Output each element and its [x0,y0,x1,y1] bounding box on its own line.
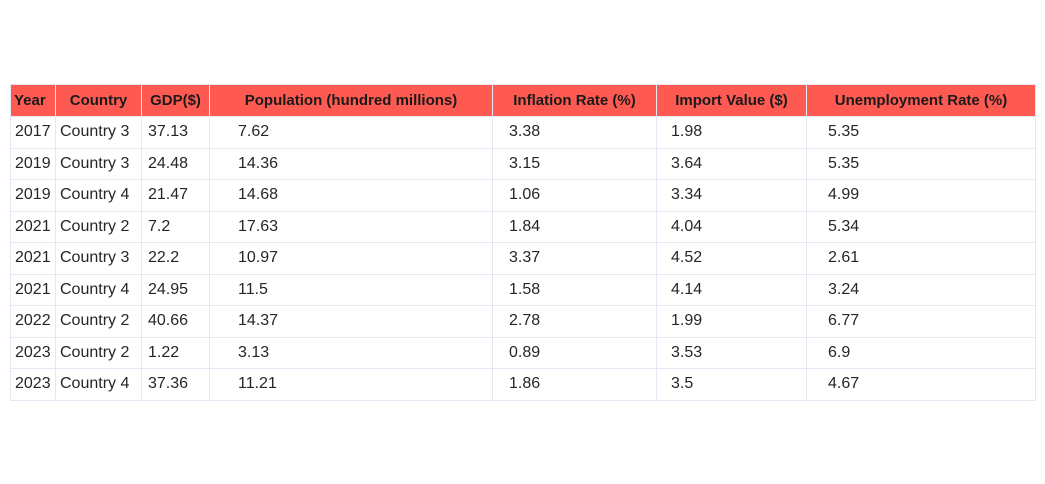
cell-inflation-rate: 1.06 [492,179,657,212]
cell-country: Country 3 [55,147,142,180]
cell-year: 2019 [10,179,56,212]
data-table: Year Country GDP($) Population (hundred … [10,84,1036,401]
cell-import-value: 3.5 [656,368,807,401]
cell-gdp: 24.48 [141,147,210,180]
cell-population: 14.36 [209,147,493,180]
cell-import-value: 4.52 [656,242,807,275]
cell-country: Country 4 [55,368,142,401]
cell-inflation-rate: 3.38 [492,116,657,149]
cell-inflation-rate: 1.84 [492,210,657,243]
cell-import-value: 1.99 [656,305,807,338]
table-body: 2017 Country 3 37.13 7.62 3.38 1.98 5.35 2019 Co… [10,116,1036,401]
cell-unemployment-rate: 6.9 [806,336,1036,369]
cell-gdp: 40.66 [141,305,210,338]
header-country: Country [55,84,142,117]
data-table-container: Year Country GDP($) Population (hundred … [10,84,1036,401]
header-import-value: Import Value ($) [656,84,807,117]
table-row: 2019 Country 3 24.48 14.36 3.15 3.64 5.35 [10,147,1036,180]
cell-gdp: 21.47 [141,179,210,212]
cell-year: 2022 [10,305,56,338]
cell-inflation-rate: 1.58 [492,273,657,306]
cell-import-value: 1.98 [656,116,807,149]
table-row: 2021 Country 4 24.95 11.5 1.58 4.14 3.24 [10,273,1036,306]
cell-year: 2019 [10,147,56,180]
cell-country: Country 2 [55,305,142,338]
cell-population: 17.63 [209,210,493,243]
cell-gdp: 37.36 [141,368,210,401]
cell-unemployment-rate: 2.61 [806,242,1036,275]
cell-population: 11.5 [209,273,493,306]
table-row: 2022 Country 2 40.66 14.37 2.78 1.99 6.77 [10,305,1036,338]
table-row: 2023 Country 2 1.22 3.13 0.89 3.53 6.9 [10,336,1036,369]
cell-gdp: 1.22 [141,336,210,369]
table-row: 2021 Country 2 7.2 17.63 1.84 4.04 5.34 [10,210,1036,243]
cell-import-value: 3.53 [656,336,807,369]
cell-inflation-rate: 1.86 [492,368,657,401]
table-row: 2021 Country 3 22.2 10.97 3.37 4.52 2.61 [10,242,1036,275]
cell-unemployment-rate: 6.77 [806,305,1036,338]
cell-year: 2023 [10,336,56,369]
cell-population: 14.37 [209,305,493,338]
cell-import-value: 4.04 [656,210,807,243]
cell-country: Country 3 [55,116,142,149]
cell-unemployment-rate: 3.24 [806,273,1036,306]
cell-inflation-rate: 3.37 [492,242,657,275]
cell-unemployment-rate: 4.99 [806,179,1036,212]
cell-unemployment-rate: 5.34 [806,210,1036,243]
cell-year: 2023 [10,368,56,401]
cell-gdp: 7.2 [141,210,210,243]
cell-inflation-rate: 3.15 [492,147,657,180]
header-population: Population (hundred millions) [209,84,493,117]
cell-population: 14.68 [209,179,493,212]
table-row: 2019 Country 4 21.47 14.68 1.06 3.34 4.99 [10,179,1036,212]
cell-population: 11.21 [209,368,493,401]
cell-country: Country 3 [55,242,142,275]
cell-inflation-rate: 0.89 [492,336,657,369]
cell-unemployment-rate: 4.67 [806,368,1036,401]
cell-year: 2021 [10,242,56,275]
cell-country: Country 4 [55,179,142,212]
cell-year: 2021 [10,210,56,243]
cell-year: 2021 [10,273,56,306]
cell-unemployment-rate: 5.35 [806,116,1036,149]
cell-import-value: 3.64 [656,147,807,180]
cell-unemployment-rate: 5.35 [806,147,1036,180]
cell-country: Country 4 [55,273,142,306]
header-unemployment-rate: Unemployment Rate (%) [806,84,1036,117]
cell-import-value: 3.34 [656,179,807,212]
cell-country: Country 2 [55,336,142,369]
cell-population: 7.62 [209,116,493,149]
cell-population: 3.13 [209,336,493,369]
table-row: 2017 Country 3 37.13 7.62 3.38 1.98 5.35 [10,116,1036,149]
cell-import-value: 4.14 [656,273,807,306]
cell-year: 2017 [10,116,56,149]
cell-gdp: 22.2 [141,242,210,275]
table-header-row: Year Country GDP($) Population (hundred … [10,84,1036,117]
table-row: 2023 Country 4 37.36 11.21 1.86 3.5 4.67 [10,368,1036,401]
header-gdp: GDP($) [141,84,210,117]
header-year: Year [10,84,56,117]
cell-gdp: 37.13 [141,116,210,149]
cell-inflation-rate: 2.78 [492,305,657,338]
cell-population: 10.97 [209,242,493,275]
cell-gdp: 24.95 [141,273,210,306]
header-inflation-rate: Inflation Rate (%) [492,84,657,117]
cell-country: Country 2 [55,210,142,243]
